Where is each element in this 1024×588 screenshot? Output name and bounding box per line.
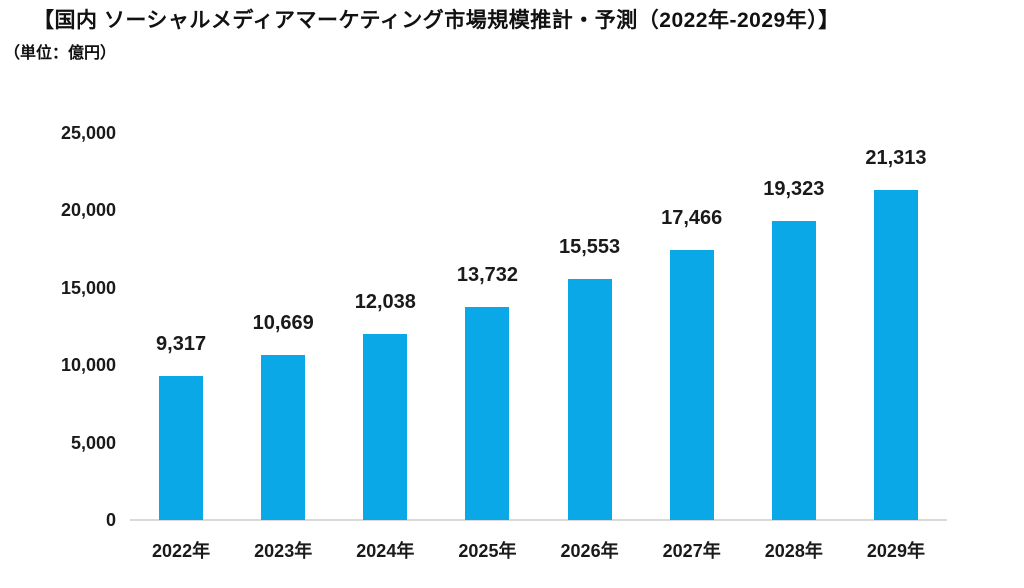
bar-2024 xyxy=(363,333,408,520)
value-label-2028: 19,323 xyxy=(763,177,825,200)
bar-2026 xyxy=(567,279,612,520)
bar-2023 xyxy=(261,354,306,520)
value-label-2025: 13,732 xyxy=(456,264,519,287)
y-tick-label: 15,000 xyxy=(60,277,116,298)
value-label-2026: 15,553 xyxy=(558,236,621,259)
bar-2027 xyxy=(669,249,714,520)
bar-2029 xyxy=(873,190,918,520)
value-label-2022: 9,317 xyxy=(156,332,207,355)
bar-2028 xyxy=(771,220,816,520)
y-tick-label: 25,000 xyxy=(60,123,116,143)
x-tick-label-2028: 2028年 xyxy=(764,541,823,561)
x-tick-label-2022: 2022年 xyxy=(152,541,211,561)
value-label-2029: 21,313 xyxy=(865,147,927,170)
value-label-2023: 10,669 xyxy=(252,311,314,334)
bar-2022 xyxy=(159,375,204,520)
y-tick-label: 0 xyxy=(105,510,116,530)
chart-title: 【国内 ソーシャルメディアマーケティング市場規模推計・予測（2022年-2029… xyxy=(33,9,840,32)
value-label-2027: 17,466 xyxy=(661,206,723,229)
bar-2025 xyxy=(465,307,510,520)
x-tick-label-2024: 2024年 xyxy=(356,541,415,561)
x-tick-label-2023: 2023年 xyxy=(254,541,313,561)
unit-note: （単位：億円） xyxy=(4,45,117,62)
y-tick-label: 5,000 xyxy=(70,432,116,453)
plot-area: 0 5,000 10,000 15,000 20,000 25,000 9,317 2022年… xyxy=(61,123,947,561)
x-tick-label-2025: 2025年 xyxy=(458,541,517,561)
x-axis-line xyxy=(130,519,947,521)
x-tick-label-2029: 2029年 xyxy=(866,541,925,561)
x-tick-label-2026: 2026年 xyxy=(560,541,619,561)
value-label-2024: 12,038 xyxy=(354,290,416,313)
y-tick-label: 20,000 xyxy=(60,200,116,221)
y-tick-label: 10,000 xyxy=(60,355,116,376)
x-tick-label-2027: 2027年 xyxy=(662,541,721,561)
